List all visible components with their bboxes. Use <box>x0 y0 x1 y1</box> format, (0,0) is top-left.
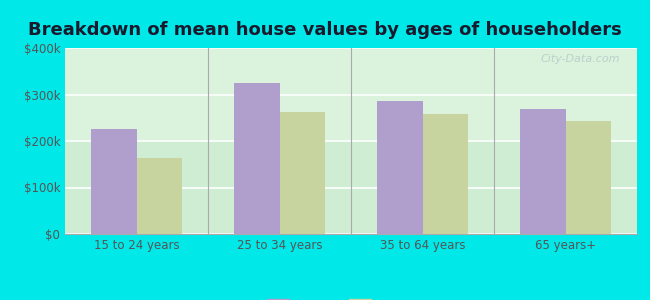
Bar <box>280 112 325 234</box>
Legend: Gretna, Louisiana: Gretna, Louisiana <box>261 295 441 300</box>
Text: Breakdown of mean house values by ages of householders: Breakdown of mean house values by ages o… <box>28 21 622 39</box>
Bar <box>377 101 423 234</box>
Bar <box>91 129 136 234</box>
Bar <box>136 158 182 234</box>
Bar <box>520 110 566 234</box>
Bar <box>422 114 468 234</box>
Bar <box>566 121 611 234</box>
Bar <box>234 83 280 234</box>
Text: City-Data.com: City-Data.com <box>540 54 620 64</box>
